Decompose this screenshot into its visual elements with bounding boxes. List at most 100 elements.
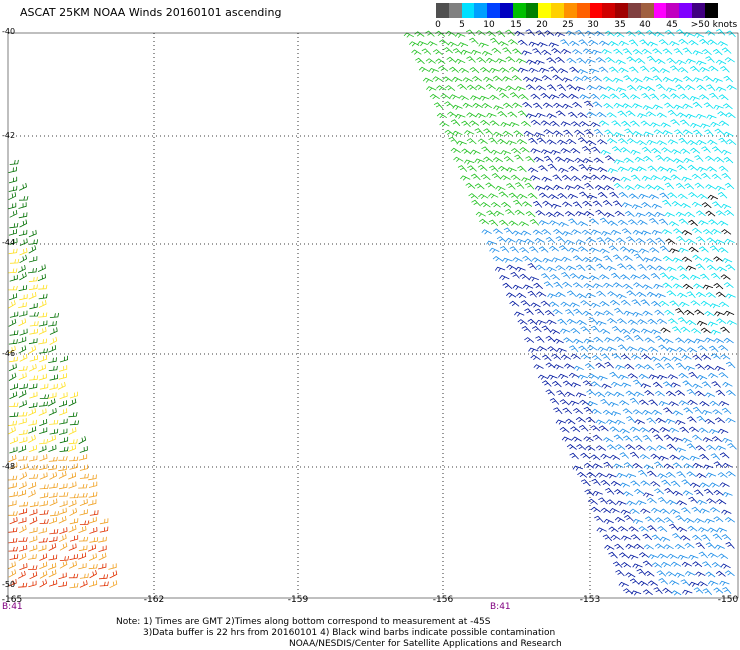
wind-barb (648, 554, 659, 560)
wind-barb (626, 138, 638, 144)
wind-barb (572, 49, 583, 55)
wind-barb (664, 309, 675, 316)
wind-barb (689, 274, 701, 280)
wind-barb (558, 221, 569, 228)
wind-barb (707, 139, 718, 145)
wind-barb (634, 419, 645, 425)
wind-barb (553, 184, 564, 190)
wind-barb (632, 462, 643, 469)
wind-barb (655, 265, 667, 271)
wind-barb (690, 122, 701, 129)
wind-barb (610, 534, 621, 541)
wind-barb (8, 537, 18, 544)
wind-barb (18, 196, 29, 201)
wind-barb (500, 150, 511, 156)
wind-barb (602, 534, 613, 542)
wind-barb (716, 527, 728, 533)
wind-barb (651, 256, 662, 262)
wind-barb (646, 55, 657, 63)
wind-barb (621, 120, 631, 127)
wind-barb (722, 462, 733, 469)
wind-barb (562, 281, 573, 288)
wind-barb (621, 202, 633, 208)
wind-barb (633, 543, 645, 550)
wind-barb (28, 474, 39, 479)
wind-barb (718, 344, 729, 351)
wind-barb (19, 254, 28, 264)
wind-barb (585, 292, 596, 299)
wind-barb (581, 175, 592, 181)
wind-barb (706, 114, 717, 120)
wind-barb (676, 346, 687, 353)
wind-barb (457, 165, 468, 172)
wind-barb (726, 138, 737, 146)
wind-barb (633, 379, 643, 387)
wind-barb (561, 272, 571, 279)
wind-barb (536, 291, 547, 297)
wind-barb (89, 569, 97, 579)
wind-barb (719, 452, 730, 459)
wind-barb (705, 56, 715, 63)
wind-barb (38, 373, 47, 381)
wind-barb (705, 184, 716, 190)
wind-barb (29, 375, 39, 381)
wind-barb (643, 492, 654, 498)
wind-barb (530, 93, 541, 100)
wind-barb (580, 452, 591, 459)
wind-barb (8, 372, 17, 381)
wind-barb (639, 552, 650, 558)
wind-barb (48, 456, 58, 462)
wind-barb (629, 426, 641, 432)
wind-barb (579, 121, 590, 127)
wind-barb (634, 334, 644, 342)
wind-barb (688, 191, 699, 198)
wind-barb (499, 246, 510, 253)
lat-label-46: -46 (2, 349, 16, 358)
wind-barb (675, 211, 686, 217)
wind-barb (701, 381, 712, 388)
wind-barb (68, 456, 79, 462)
wind-barb (583, 283, 594, 289)
wind-barb (646, 445, 657, 451)
wind-barb (568, 93, 579, 100)
wind-barb (594, 30, 605, 37)
wind-barb (511, 75, 522, 82)
wind-barb (585, 237, 597, 243)
wind-barb (604, 544, 615, 551)
wind-barb (599, 217, 610, 225)
wind-barb (675, 182, 686, 190)
wind-barb (670, 561, 682, 567)
wind-barb (623, 588, 633, 595)
wind-barb (620, 299, 631, 306)
wind-barb (551, 353, 561, 360)
wind-barb (470, 49, 482, 56)
wind-barb (668, 318, 678, 325)
wind-barb (18, 501, 29, 507)
wind-barb (656, 112, 667, 118)
wind-barb (717, 111, 728, 117)
wind-barb (576, 264, 586, 272)
wind-barb (600, 149, 611, 156)
wind-barb (98, 545, 107, 552)
wind-barb (584, 129, 594, 136)
wind-barb (533, 132, 545, 138)
wind-barb (626, 290, 637, 297)
wind-barb (9, 436, 18, 444)
wind-barb (662, 381, 673, 388)
wind-barb (28, 402, 38, 409)
wind-barb (716, 318, 727, 324)
wind-barb (688, 554, 699, 560)
wind-barb (521, 326, 532, 333)
wind-barb (29, 527, 38, 534)
wind-barb (502, 130, 513, 136)
wind-barb (591, 478, 601, 486)
wind-barb (607, 138, 618, 144)
wind-barb (613, 102, 624, 109)
wind-barb (436, 85, 447, 91)
wind-barb (662, 48, 673, 55)
wind-barb (494, 266, 506, 272)
wind-barb (49, 419, 59, 425)
wind-barb (534, 237, 545, 244)
wind-barb (544, 155, 554, 163)
wind-barb (589, 247, 600, 253)
